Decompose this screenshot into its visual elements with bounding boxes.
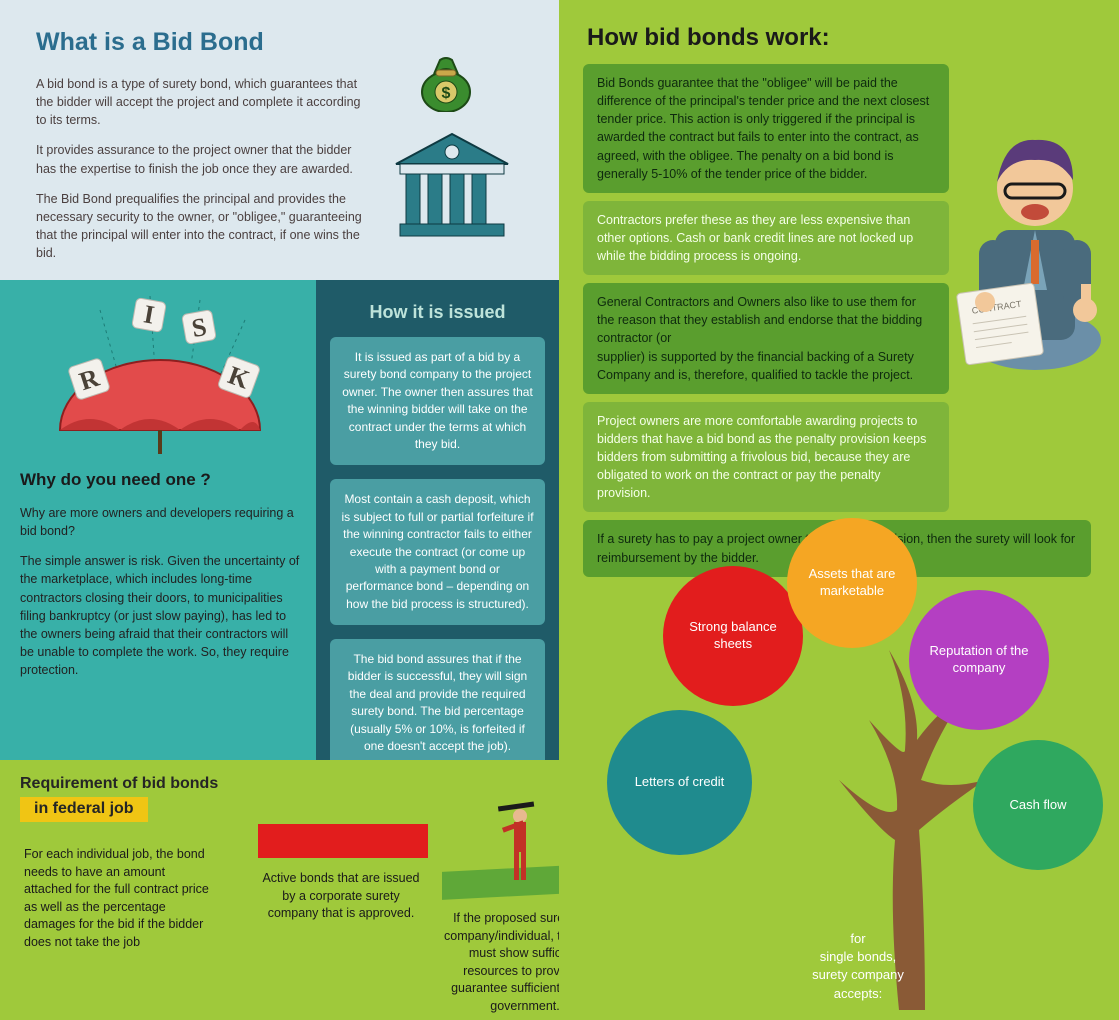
tree-diagram: Strong balance sheets Assets that are ma… bbox=[559, 490, 1119, 1020]
telescope-man-icon bbox=[490, 798, 550, 888]
paragraph: The simple answer is risk. Given the unc… bbox=[20, 552, 300, 679]
money-bag-icon: $ bbox=[418, 46, 474, 112]
tree-leaf: Cash flow bbox=[973, 740, 1103, 870]
paragraph: A bid bond is a type of surety bond, whi… bbox=[36, 75, 366, 129]
title-line: Requirement of bid bonds bbox=[20, 775, 218, 792]
bank-building-icon bbox=[392, 130, 512, 240]
info-box: Contractors prefer these as they are les… bbox=[583, 201, 949, 275]
info-box: It is issued as part of a bid by a suret… bbox=[330, 337, 545, 465]
tree-leaf: Assets that are marketable bbox=[787, 518, 917, 648]
info-box: Bid Bonds guarantee that the "obligee" w… bbox=[583, 64, 949, 193]
panel-title: How it is issued bbox=[330, 302, 545, 323]
businessman-contract-icon: CONTRACT bbox=[939, 110, 1119, 380]
paragraph: Why are more owners and developers requi… bbox=[20, 504, 300, 540]
tree-leaf: Letters of credit bbox=[607, 710, 752, 855]
paragraph: It provides assurance to the project own… bbox=[36, 141, 366, 177]
requirement-col: For each individual job, the bond needs … bbox=[24, 846, 214, 951]
what-is-bid-bond-panel: What is a Bid Bond A bid bond is a type … bbox=[0, 0, 559, 280]
why-need-panel: R I S K Why do you need one ? Why are mo… bbox=[0, 280, 316, 760]
paragraph: The Bid Bond prequalifies the principal … bbox=[36, 190, 366, 263]
info-box: Most contain a cash deposit, which is su… bbox=[330, 479, 545, 625]
requirement-col: Active bonds that are issued by a corpor… bbox=[256, 870, 426, 923]
body-text: Why are more owners and developers requi… bbox=[20, 504, 300, 691]
how-work-panel: How bid bonds work: Bid Bonds guarantee … bbox=[559, 0, 1119, 1020]
risk-umbrella-icon: R I S K bbox=[40, 290, 280, 460]
info-box: The bid bond assures that if the bidder … bbox=[330, 639, 545, 767]
federal-requirement-panel: Requirement of bid bonds in federal job … bbox=[0, 760, 559, 1020]
svg-text:$: $ bbox=[442, 85, 451, 102]
info-box: General Contractors and Owners also like… bbox=[583, 283, 949, 394]
panel-title: Requirement of bid bonds in federal job bbox=[20, 774, 539, 822]
tree-leaf: Strong balance sheets bbox=[663, 566, 803, 706]
title-highlight: in federal job bbox=[20, 797, 148, 822]
how-issued-panel: How it is issued It is issued as part of… bbox=[316, 280, 559, 840]
body-text: A bid bond is a type of surety bond, whi… bbox=[36, 75, 366, 262]
panel-title: Why do you need one ? bbox=[20, 470, 211, 490]
red-bar-icon bbox=[258, 824, 428, 858]
tree-leaf: Reputation of the company bbox=[909, 590, 1049, 730]
panel-title: How bid bonds work: bbox=[559, 0, 1119, 64]
tree-caption: for single bonds, surety company accepts… bbox=[773, 930, 943, 1003]
